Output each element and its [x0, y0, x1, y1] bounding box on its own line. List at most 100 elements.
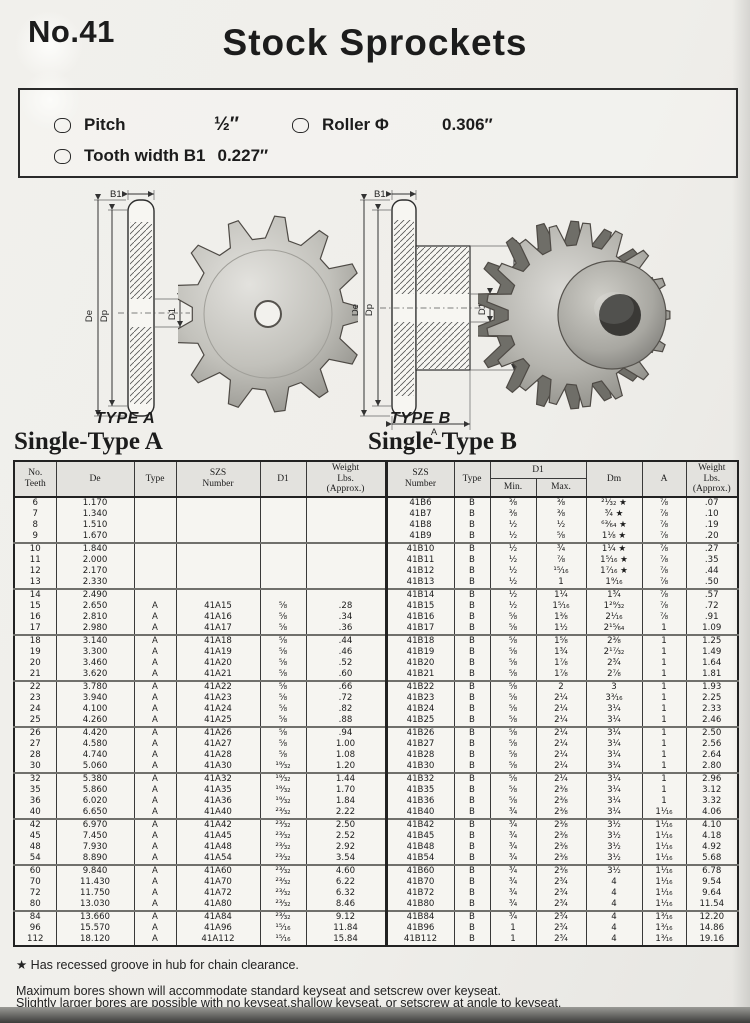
cell: 3: [585, 679, 643, 693]
cell: 9: [13, 530, 57, 543]
cell: 2.64: [685, 749, 739, 761]
cell: [133, 530, 177, 543]
cell: 41B24: [384, 703, 455, 715]
table-row: 21 3.620 A 41A21 ⅝ .60 41B21 B ⅝ 1⅞ 2⅞ 1 1.81: [13, 668, 739, 681]
cell: 2.50: [305, 817, 387, 831]
cell: 2.46: [685, 714, 739, 727]
cell: ⅝: [489, 622, 537, 635]
cell: 11.430: [55, 876, 135, 888]
dim-dp-label: Dp: [99, 310, 110, 322]
cell: 41A42: [175, 817, 261, 831]
cell: 4: [585, 887, 643, 899]
cell: ¾: [489, 898, 537, 911]
single-type-b-title: Single-Type B: [368, 428, 517, 455]
cell: 32: [13, 771, 57, 785]
cell: A: [133, 622, 177, 635]
cell: B: [453, 841, 491, 853]
cell: 6.22: [305, 876, 387, 888]
cell: B: [453, 611, 491, 623]
col-d1: D1: [259, 460, 307, 497]
cell: ⅞: [535, 554, 587, 566]
cell: 72: [13, 887, 57, 899]
cell: .88: [305, 714, 387, 727]
col-d1-min: Min.: [489, 478, 537, 497]
table-row: 84 13.660 A 41A84 ²³⁄₃₂ 9.12 41B84 B ¾ 2¾ 4 1³⁄₁₆ 12…: [13, 909, 739, 923]
cell: 2¹⁄₁₆: [585, 611, 643, 623]
cell: 41B54: [384, 852, 455, 865]
cell: B: [453, 530, 491, 543]
cell: 1⁵⁄₁₆: [535, 600, 587, 612]
cell: .28: [305, 600, 387, 612]
cell: A: [133, 646, 177, 658]
cell: 2.490: [55, 587, 135, 601]
cell: 2¼: [535, 703, 587, 715]
cell: 4.100: [55, 703, 135, 715]
cell: ²³⁄₃₂: [259, 806, 307, 819]
cell: 1.64: [685, 657, 739, 669]
cell: 8.890: [55, 852, 135, 865]
cell: 2¾: [585, 657, 643, 669]
cell: B: [453, 852, 491, 865]
scan-bottom-edge: [0, 1007, 750, 1023]
cell: 1: [641, 784, 687, 796]
cell: 41B17: [384, 622, 455, 635]
cell: B: [453, 863, 491, 877]
dim-d1-label: D1: [477, 303, 488, 315]
cell: 45: [13, 830, 57, 842]
cell: A: [133, 795, 177, 807]
cell: [175, 541, 261, 555]
cell: 1.20: [305, 760, 387, 773]
cell: [133, 565, 177, 577]
cell: 9.64: [685, 887, 739, 899]
cell: B: [453, 760, 491, 773]
cell: [175, 519, 261, 531]
cell: 41B15: [384, 600, 455, 612]
cell: ⅝: [259, 725, 307, 739]
cell: 5.380: [55, 771, 135, 785]
cell: ²³⁄₃₂: [259, 852, 307, 865]
cell: .72: [685, 600, 739, 612]
cell: 41A80: [175, 898, 261, 911]
cell: 3½: [585, 817, 643, 831]
cell: 3¼: [585, 725, 643, 739]
cell: B: [453, 633, 491, 647]
cell: ⅞: [641, 554, 687, 566]
cell: 41B7: [384, 508, 455, 520]
cell: 3½: [585, 852, 643, 865]
cell: ½: [489, 530, 537, 543]
type-a-section-drawing: B1 De Dp D1: [84, 189, 190, 417]
cell: 6.970: [55, 817, 135, 831]
dim-b1-label: B1: [110, 189, 122, 200]
cell: ½: [489, 587, 537, 601]
cell: A: [133, 611, 177, 623]
col-d1-max: Max.: [535, 478, 587, 497]
table-row: 28 4.740 A 41A28 ⅝ 1.08 41B28 B ⅝ 2¼ 3¼ 1 2.64: [13, 749, 739, 761]
cell: 41A112: [175, 933, 261, 946]
cell: .19: [685, 519, 739, 531]
cell: [305, 554, 387, 566]
cell: 41A23: [175, 692, 261, 704]
cell: 1¹⁄₁₆: [641, 841, 687, 853]
cell: [305, 587, 387, 601]
cell: 41A19: [175, 646, 261, 658]
table-row: 25 4.260 A 41A25 ⅝ .88 41B25 B ⅝ 2¼ 3¼ 1 2.46: [13, 714, 739, 727]
cell: 3¼: [585, 703, 643, 715]
col-weight-b: Weight Lbs. (Approx.): [685, 460, 739, 497]
cell: [175, 565, 261, 577]
cell: ⅞: [641, 565, 687, 577]
cell: .34: [305, 611, 387, 623]
cell: B: [453, 541, 491, 555]
cell: ⅝: [489, 679, 537, 693]
cell: A: [133, 714, 177, 727]
cell: 41A48: [175, 841, 261, 853]
cell: 1: [535, 576, 587, 589]
col-szs-number-b: SZS Number: [384, 460, 455, 497]
cell: ¹⁹⁄₃₂: [259, 784, 307, 796]
footnote-bores-2: Slightly larger bores are possible with …: [16, 996, 562, 1010]
table-row: 20 3.460 A 41A20 ⅝ .52 41B20 B ⅝ 1⅞ 2¾ 1 1.64: [13, 657, 739, 669]
cell: 1: [489, 933, 537, 946]
cell: ²³⁄₃₂: [259, 863, 307, 877]
cell: ⅝: [259, 738, 307, 750]
cell: [259, 519, 307, 531]
cell: 1¼ ★: [585, 541, 643, 555]
